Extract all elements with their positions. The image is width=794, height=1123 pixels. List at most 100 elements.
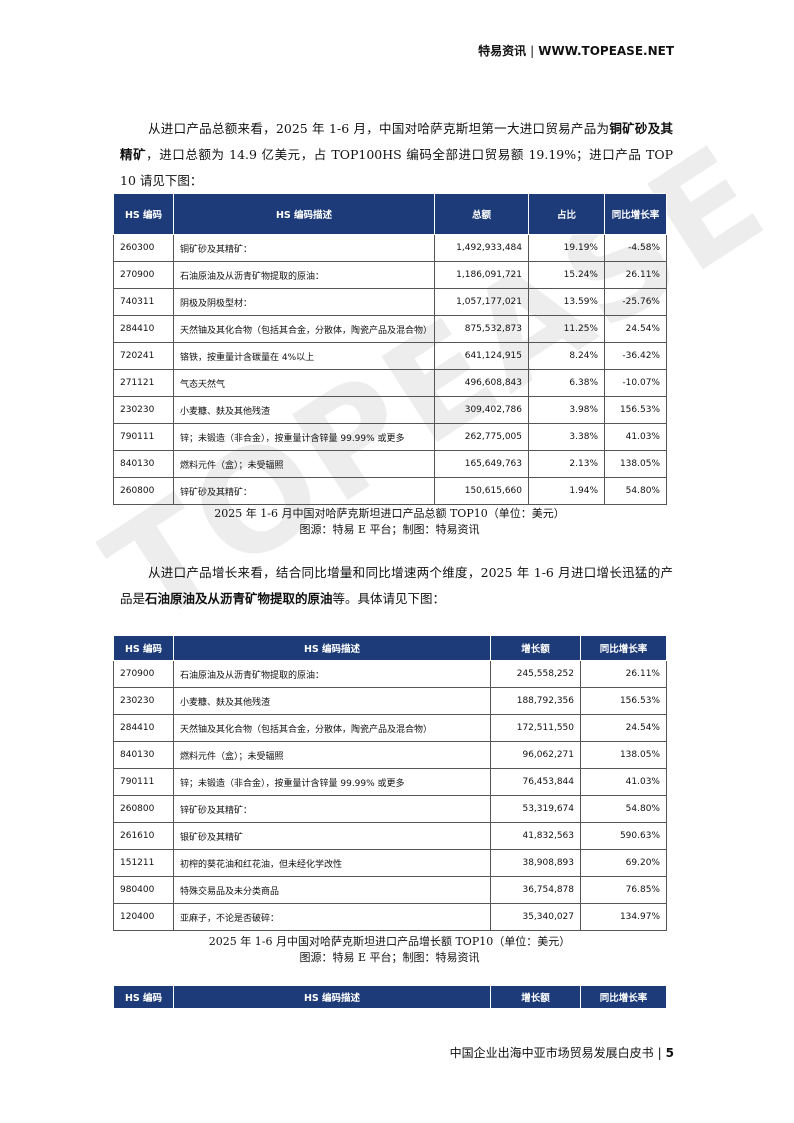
table-row: 261610 银矿砂及其精矿 41,832,563 590.63%: [113, 822, 667, 850]
table-cell: 156.53%: [580, 687, 667, 715]
table-cell: 69.20%: [580, 849, 667, 877]
paragraph: 从进口产品总额来看，2025 年 1-6 月，中国对哈萨克斯坦第一大进口贸易产品…: [120, 116, 673, 194]
table-cell: 石油原油及从沥青矿物提取的原油：: [173, 261, 435, 289]
table-row: 740311 阴极及阴极型材： 1,057,177,021 13.59% -25.76%: [113, 288, 667, 316]
table-cell: 15.24%: [528, 261, 605, 289]
table-cell: 3.38%: [528, 423, 605, 451]
table-cell: 24.54%: [604, 315, 667, 343]
text-segment: 铜矿砂及其精矿: [120, 121, 673, 162]
table-row: 120400 亚麻子，不论是否破碎： 35,340,027 134.97%: [113, 903, 667, 931]
table-cell: -36.42%: [604, 342, 667, 370]
table-cell: 小麦糠、麸及其他残渣: [173, 687, 491, 715]
table-cell: 35,340,027: [490, 903, 581, 931]
table-row: 720241 铬铁，按重量计含碳量在 4%以上 641,124,915 8.24% -3…: [113, 342, 667, 370]
table-cell: 亚麻子，不论是否破碎：: [173, 903, 491, 931]
table-cell: 石油原油及从沥青矿物提取的原油：: [173, 660, 491, 688]
text-segment: 石油原油及从沥青矿物提取的原油: [145, 591, 333, 606]
table-cell: 铜矿砂及其精矿：: [173, 234, 435, 262]
table-cell: 锌矿砂及其精矿：: [173, 477, 435, 505]
table-cell: 284410: [113, 315, 174, 343]
table-cell: 96,062,271: [490, 741, 581, 769]
brand: 特易资讯: [478, 44, 527, 58]
table-cell: 260800: [113, 795, 174, 823]
table-cell: 284410: [113, 714, 174, 742]
table-cell: 230230: [113, 687, 174, 715]
table-cell: 11.25%: [528, 315, 605, 343]
footer-title: 中国企业出海中亚市场贸易发展白皮书: [449, 1046, 654, 1060]
table-row: 840130 燃料元件（盒）；未受辐照 165,649,763 2.13% 138.05…: [113, 450, 667, 478]
table-cell: 790111: [113, 768, 174, 796]
caption: 2025 年 1-6 月中国对哈萨克斯坦进口产品总额 TOP10（单位：美元） 图…: [113, 506, 666, 538]
column-header: 同比增长率: [604, 193, 667, 235]
column-header: 同比增长率: [580, 985, 667, 1009]
header: 特易资讯 | WWW.TOPEASE.NET: [478, 44, 674, 58]
table-cell: 6.38%: [528, 369, 605, 397]
table-cell: 230230: [113, 396, 174, 424]
table-cell: 260800: [113, 477, 174, 505]
table-cell: 26.11%: [580, 660, 667, 688]
table-row: 151211 初榨的葵花油和红花油，但未经化学改性 38,908,893 69.20%: [113, 849, 667, 877]
table-cell: 270900: [113, 261, 174, 289]
table-cell: 26.11%: [604, 261, 667, 289]
table-cell: 496,608,843: [434, 369, 529, 397]
table-cell: 790111: [113, 423, 174, 451]
table-cell: 38,908,893: [490, 849, 581, 877]
table-cell: 燃料元件（盒）；未受辐照: [173, 741, 491, 769]
data-table: HS 编码 HS 编码描述 增长额 同比增长率: [113, 985, 667, 1009]
table-row: 840130 燃料元件（盒）；未受辐照 96,062,271 138.05%: [113, 741, 667, 769]
table-cell: 铬铁，按重量计含碳量在 4%以上: [173, 342, 435, 370]
table-cell: 875,532,873: [434, 315, 529, 343]
site: WWW.TOPEASE.NET: [538, 44, 674, 58]
table-cell: 锌；未锻造（非合金），按重量计含锌量 99.99% 或更多: [173, 423, 435, 451]
table-cell: 41.03%: [580, 768, 667, 796]
table-cell: 172,511,550: [490, 714, 581, 742]
footer: 中国企业出海中亚市场贸易发展白皮书 | 5: [449, 1046, 674, 1060]
table-cell: 590.63%: [580, 822, 667, 850]
table-cell: 8.24%: [528, 342, 605, 370]
table-cell: 840130: [113, 741, 174, 769]
column-header: 占比: [528, 193, 605, 235]
table-cell: 165,649,763: [434, 450, 529, 478]
table-cell: -10.07%: [604, 369, 667, 397]
table-cell: 54.80%: [604, 477, 667, 505]
caption: 2025 年 1-6 月中国对哈萨克斯坦进口产品增长额 TOP10（单位：美元）…: [113, 934, 666, 966]
table-cell: 309,402,786: [434, 396, 529, 424]
column-header: HS 编码: [113, 985, 174, 1009]
header-row: HS 编码 HS 编码描述 增长额 同比增长率: [113, 985, 667, 1009]
table-cell: 1,186,091,721: [434, 261, 529, 289]
table-cell: 261610: [113, 822, 174, 850]
table-cell: 151211: [113, 849, 174, 877]
table-row: 284410 天然铀及其化合物（包括其合金，分散体，陶瓷产品及混合物） 172,51…: [113, 714, 667, 742]
table-row: 790111 锌；未锻造（非合金），按重量计含锌量 99.99% 或更多 262,7…: [113, 423, 667, 451]
table-cell: 锌；未锻造（非合金），按重量计含锌量 99.99% 或更多: [173, 768, 491, 796]
table-cell: 41.03%: [604, 423, 667, 451]
table-cell: 13.59%: [528, 288, 605, 316]
table-cell: 特殊交易品及未分类商品: [173, 876, 491, 904]
table-cell: 156.53%: [604, 396, 667, 424]
table-cell: 188,792,356: [490, 687, 581, 715]
table-cell: 2.13%: [528, 450, 605, 478]
column-header: 同比增长率: [580, 635, 667, 661]
table-cell: 初榨的葵花油和红花油，但未经化学改性: [173, 849, 491, 877]
table-cell: 138.05%: [604, 450, 667, 478]
caption-line: 图源：特易 E 平台；制图：特易资讯: [299, 523, 480, 536]
table-row: 790111 锌；未锻造（非合金），按重量计含锌量 99.99% 或更多 76,45…: [113, 768, 667, 796]
column-header: 总额: [434, 193, 529, 235]
table-cell: 150,615,660: [434, 477, 529, 505]
column-header: HS 编码: [113, 635, 174, 661]
table-row: 270900 石油原油及从沥青矿物提取的原油： 1,186,091,721 15.24…: [113, 261, 667, 289]
column-header: 增长额: [490, 635, 581, 661]
table-cell: 76.85%: [580, 876, 667, 904]
column-header: 增长额: [490, 985, 581, 1009]
table-cell: 270900: [113, 660, 174, 688]
column-header: HS 编码描述: [173, 635, 491, 661]
table-row: 260800 锌矿砂及其精矿： 150,615,660 1.94% 54.80%: [113, 477, 667, 505]
table-cell: 260300: [113, 234, 174, 262]
data-table: HS 编码 HS 编码描述 增长额 同比增长率 270900 石油原油及从沥青矿物提取的原…: [113, 635, 667, 931]
table-row: 284410 天然铀及其化合物（包括其合金，分散体，陶瓷产品及混合物） 875,53…: [113, 315, 667, 343]
table-row: 270900 石油原油及从沥青矿物提取的原油： 245,558,252 26.11%: [113, 660, 667, 688]
table-cell: 小麦糠、麸及其他残渣: [173, 396, 435, 424]
column-header: HS 编码描述: [173, 985, 491, 1009]
table-cell: 54.80%: [580, 795, 667, 823]
paragraph: 从进口产品增长来看，结合同比增量和同比增速两个维度，2025 年 1-6 月进口…: [120, 560, 673, 612]
